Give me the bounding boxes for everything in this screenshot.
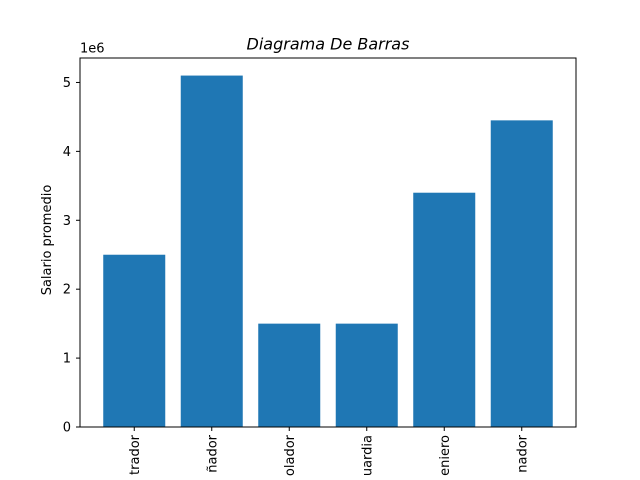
x-tick-label-3: uardia [360,435,375,476]
y-axis: 0 1 2 3 4 5 [63,76,80,436]
y-axis-title: Salario promedio [40,185,55,296]
bars-group [103,75,553,428]
y-tick-label-2: 2 [63,283,71,298]
y-tick-label-5: 5 [63,76,71,91]
x-tick-label-5: nador [515,434,530,472]
bar-0 [103,254,166,427]
y-axis-offset-label: 1e6 [80,42,105,57]
x-tick-label-0: trador [128,434,143,475]
chart-title: Diagrama De Barras [247,35,410,54]
y-tick-label-3: 3 [63,214,71,229]
bar-1 [180,75,243,427]
x-tick-label-4: eniero [438,435,453,476]
y-tick-label-4: 4 [63,145,71,160]
plot-frame [79,57,577,428]
bar-2 [258,323,321,427]
y-tick-label-0: 0 [63,421,71,436]
x-axis: trador ñador olador uardia eniero nador [128,427,530,476]
y-tick-label-1: 1 [63,352,71,367]
x-tick-label-2: olador [283,434,298,476]
bar-3 [335,323,398,427]
bar-5 [490,120,553,428]
bar-4 [413,192,476,427]
x-tick-label-1: ñador [205,434,220,472]
